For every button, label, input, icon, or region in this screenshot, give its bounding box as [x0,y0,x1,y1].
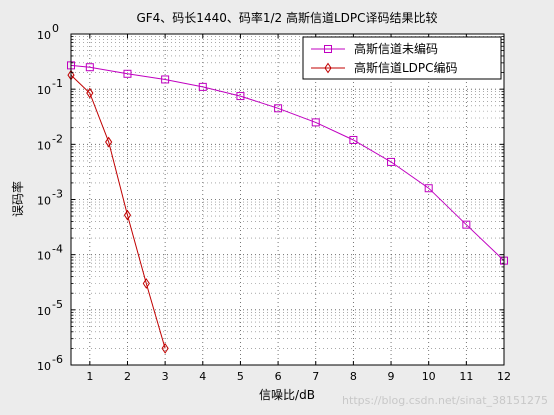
x-tick-label: 12 [497,370,511,383]
series-group [67,61,508,265]
y-tick-label: 10 [37,139,51,152]
x-tick-label: 7 [312,370,319,383]
y-axis-label: 误码率 [10,181,25,217]
y-tick-exponent: -4 [52,243,63,256]
y-tick-exponent: -5 [52,298,63,311]
data-point-marker [142,278,150,289]
chart-title: GF4、码长1440、码率1/2 高斯信道LDPC译码结果比较 [136,10,437,25]
x-tick-label: 2 [124,370,131,383]
y-tick-exponent: -6 [52,353,63,366]
legend-box [302,36,502,80]
x-tick-label: 1 [86,370,93,383]
data-point-marker [311,118,320,127]
watermark: https://blog.csdn.net/sinat_38151275 [342,394,548,407]
series-group [67,69,169,354]
data-point-marker [123,209,132,221]
data-point-marker [387,157,396,166]
y-tick-label: 10 [37,84,51,97]
data-point-marker [86,87,94,99]
legend-label: 高斯信道未编码 [354,41,438,56]
data-point-marker [161,75,170,84]
y-tick-exponent: 0 [52,22,59,35]
data-point-marker [85,63,94,72]
series-line [70,74,166,349]
x-tick-label: 6 [275,370,282,383]
x-tick-label: 5 [237,370,244,383]
y-tick-label: 10 [37,250,51,263]
x-axis-label: 信噪比/dB [259,388,315,402]
y-tick-label: 10 [37,29,51,42]
x-tick-label: 8 [350,370,357,383]
y-tick-exponent: -2 [52,132,63,145]
data-point-marker [236,92,245,101]
y-tick-exponent: -3 [52,188,63,201]
series-layer [67,61,508,354]
x-tick-label: 10 [422,370,436,383]
y-tick-label: 10 [37,360,51,373]
data-point-marker [424,184,433,193]
grid-layer [71,34,505,365]
x-tick-label: 4 [199,370,206,383]
data-point-marker [349,135,358,144]
x-tick-label: 11 [459,370,473,383]
data-point-marker [274,104,283,113]
y-tick-label: 10 [37,195,51,208]
data-point-marker [161,342,169,354]
tick-layer: 1 2 3 4 5 6 7 8 9 10 11 1210010-110-210-310-410-510… [37,22,511,383]
data-point-marker [462,220,471,229]
data-point-marker [105,136,113,148]
data-point-marker [324,62,332,74]
legend-label: 高斯信道LDPC编码 [354,60,458,75]
series-line [70,64,505,261]
data-point-marker [324,45,332,53]
x-tick-label: 3 [162,370,169,383]
data-point-marker [123,69,132,78]
y-tick-exponent: -1 [52,77,63,90]
data-point-marker [198,82,207,91]
y-tick-label: 10 [37,305,51,318]
x-tick-label: 9 [388,370,395,383]
